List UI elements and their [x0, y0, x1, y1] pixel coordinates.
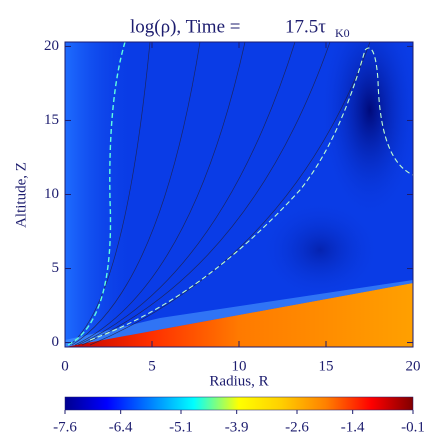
time-label: 17.5τ [285, 16, 326, 37]
x-tick-label: 20 [406, 358, 421, 374]
colorbar-tick-label: -5.1 [169, 419, 193, 435]
y-tick-label: 0 [52, 334, 60, 350]
x-tick-label: 5 [148, 358, 156, 374]
y-tick-label: 15 [44, 112, 59, 128]
y-tick-label: 5 [52, 260, 60, 276]
colorbar [64, 396, 414, 411]
chart-title: log(ρ), Time = [130, 16, 240, 37]
colorbar-tick-label: -7.6 [53, 419, 77, 435]
y-axis-label: Altitude, Z [13, 162, 29, 228]
x-axis-label: Radius, R [209, 373, 268, 389]
colorbar-tick-label: -2.6 [285, 419, 309, 435]
colorbar-tick-label: -3.9 [225, 419, 249, 435]
colorbar-tick-label: -6.4 [109, 419, 133, 435]
x-tick-label: 10 [232, 358, 247, 374]
colorbar-tick-label: -1.4 [341, 419, 365, 435]
y-tick-label: 10 [44, 186, 59, 202]
time-subscript: K0 [335, 26, 350, 40]
field [65, 42, 413, 347]
x-tick-label: 0 [61, 358, 69, 374]
y-tick-label: 20 [44, 38, 59, 54]
x-tick-label: 15 [319, 358, 334, 374]
colorbar-tick-label: -0.1 [401, 419, 425, 435]
